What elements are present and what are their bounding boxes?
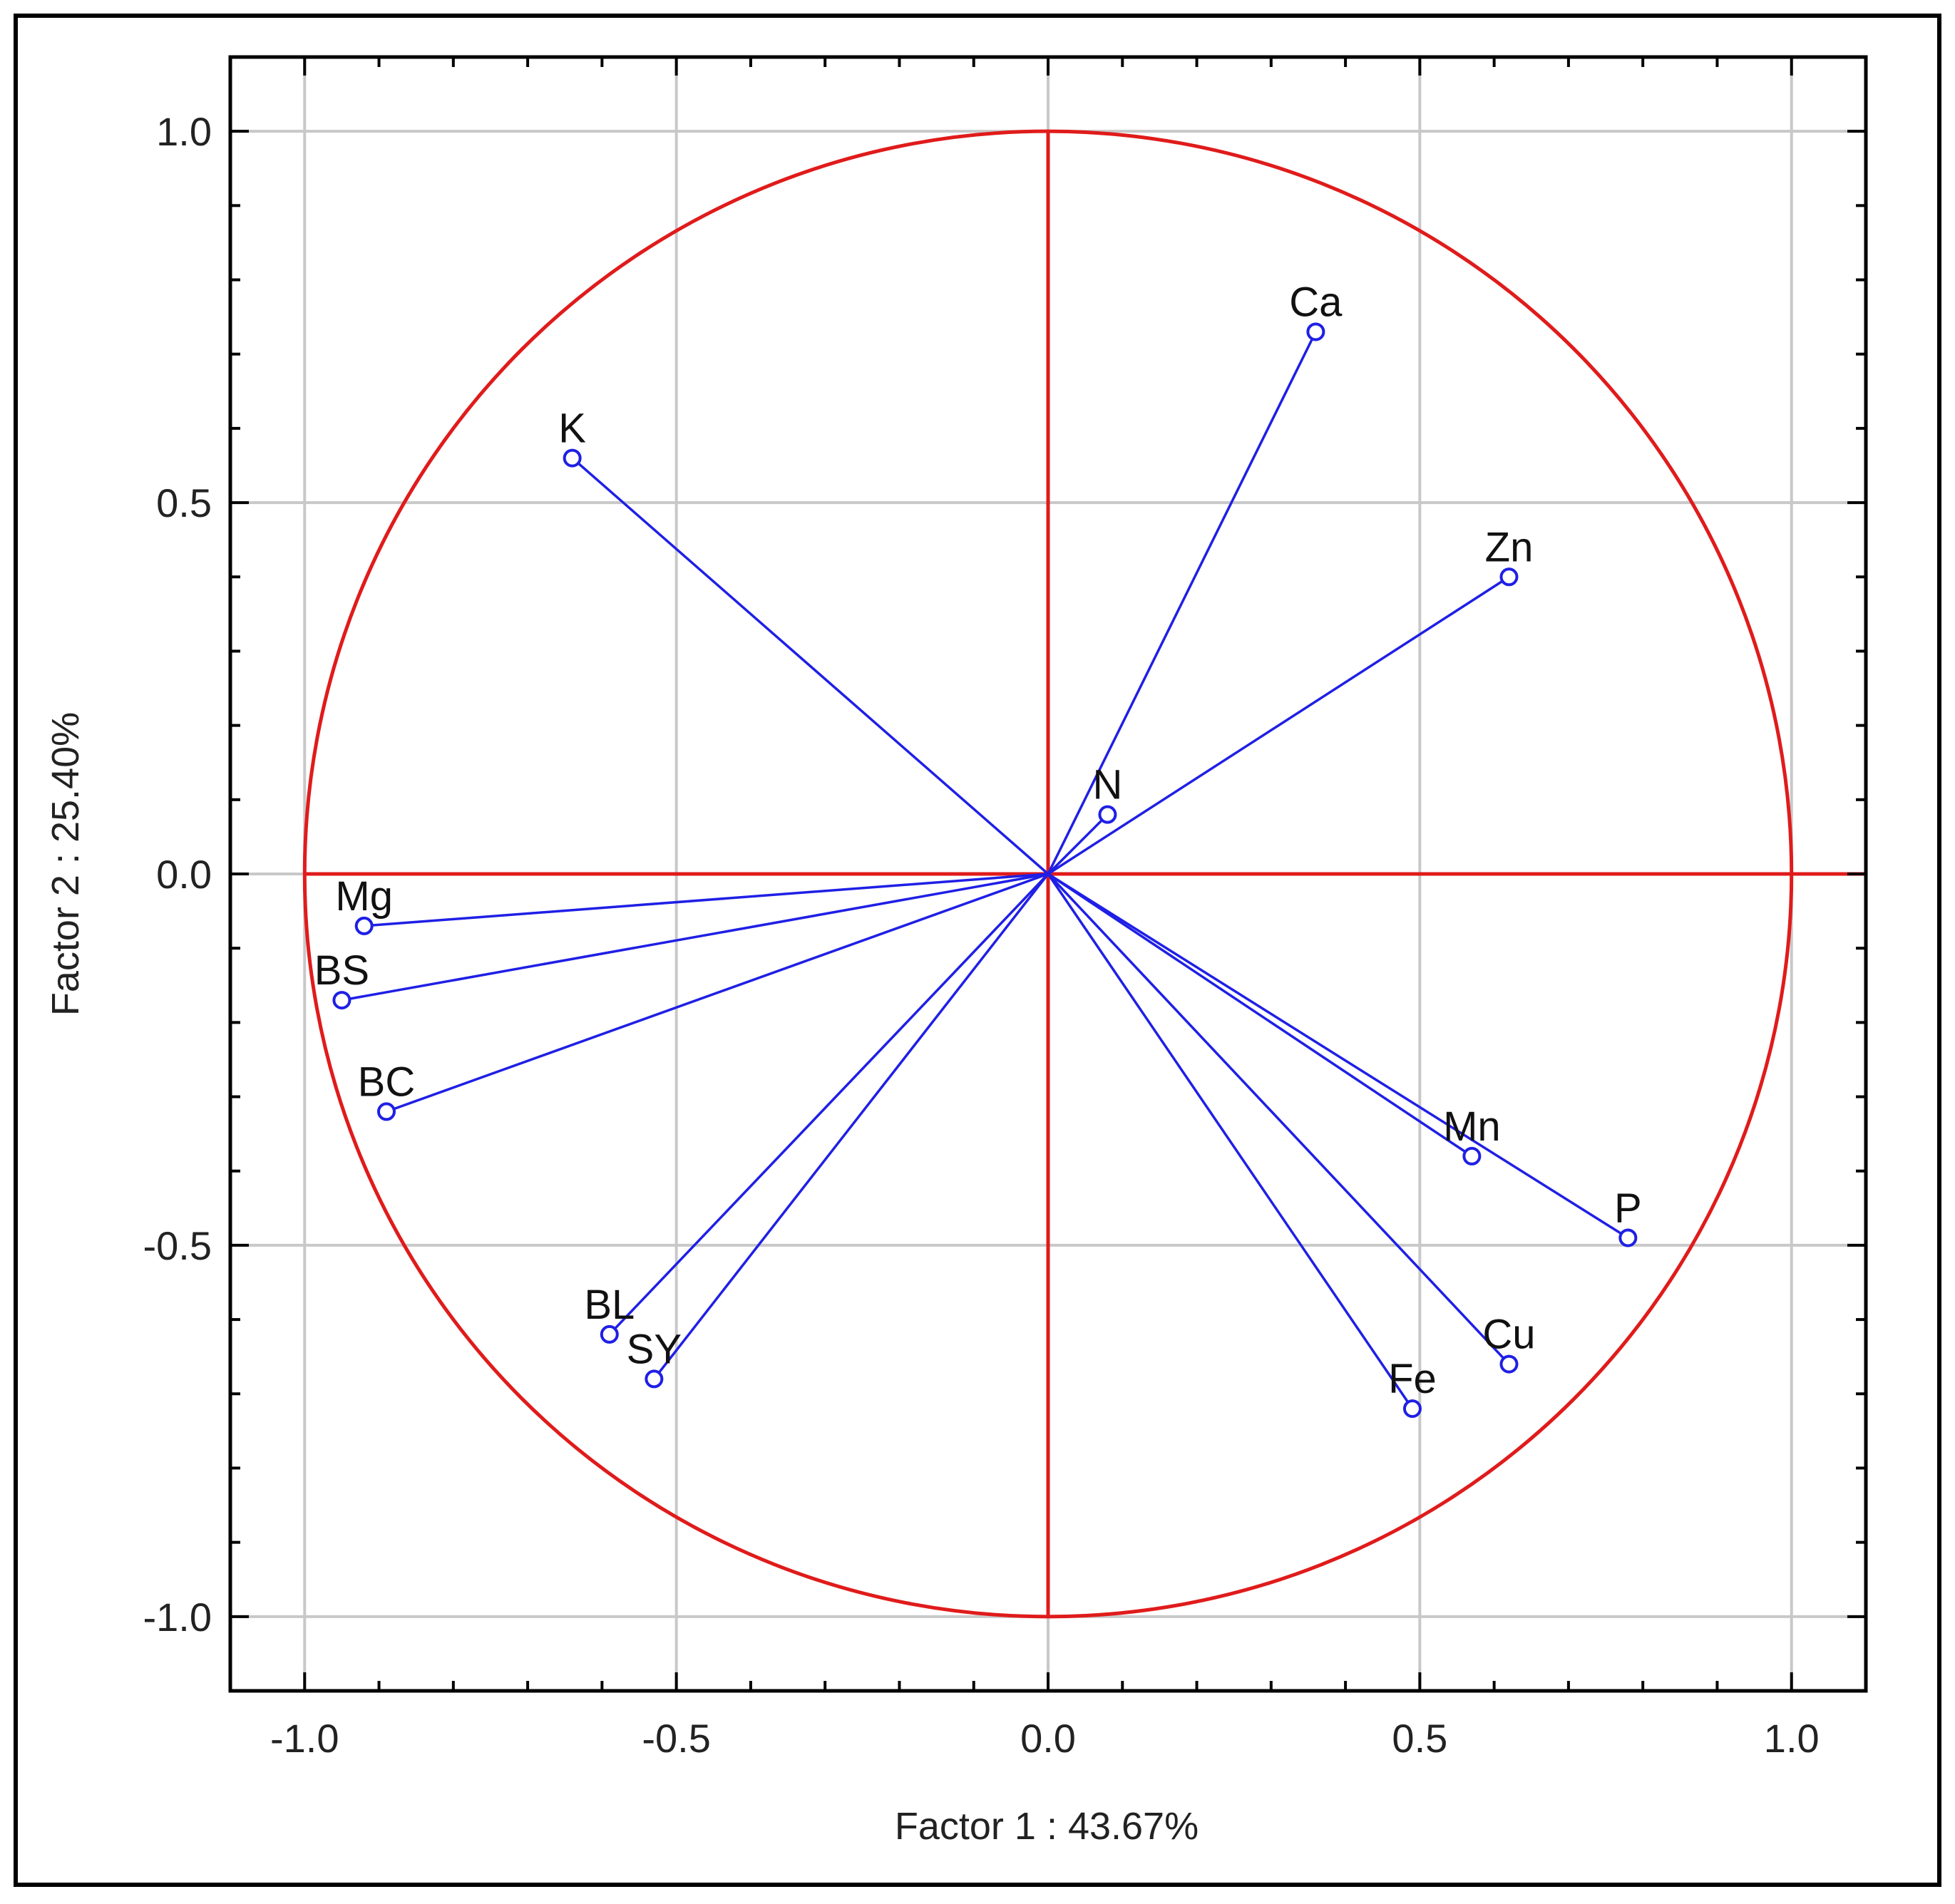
- ticks-layer: -1.0 -0.5 0.0 0.5 1.0 -1.0 -0.5 0.0 0.5 1.0: [143, 57, 1866, 1761]
- loading-point-ca: [1306, 322, 1325, 341]
- x-tick-label: 1.0: [1764, 1716, 1820, 1761]
- point-label-sy: SY: [627, 1326, 682, 1372]
- figure-border: [14, 14, 1941, 1887]
- loading-vector-bc: [386, 873, 1049, 1113]
- point-label-cu: Cu: [1482, 1312, 1535, 1358]
- loading-point-p: [1618, 1228, 1638, 1247]
- loading-vector-n: [1047, 813, 1109, 875]
- loading-point-bs: [332, 991, 352, 1010]
- loading-vector-ca: [1047, 331, 1317, 875]
- loading-point-bc: [376, 1102, 396, 1121]
- loading-vector-p: [1047, 873, 1629, 1239]
- x-tick-label: -0.5: [642, 1716, 711, 1761]
- x-tick-label: 0.5: [1392, 1716, 1447, 1761]
- x-tick-label: -1.0: [270, 1716, 339, 1761]
- point-label-n: N: [1092, 762, 1122, 808]
- loading-point-n: [1098, 805, 1117, 824]
- x-tick-label: 0.0: [1020, 1716, 1076, 1761]
- loading-point-fe: [1402, 1399, 1422, 1419]
- y-tick-label: -1.0: [143, 1595, 212, 1640]
- y-tick-label: 1.0: [156, 109, 212, 154]
- point-label-bs: BS: [314, 947, 369, 994]
- loading-vector-mn: [1047, 873, 1473, 1158]
- y-tick-label: 0.0: [156, 852, 212, 897]
- loading-vector-bs: [342, 873, 1049, 1002]
- y-tick-label: -0.5: [143, 1223, 212, 1268]
- loading-point-bl: [600, 1324, 619, 1344]
- loading-point-k: [563, 448, 582, 468]
- loading-vector-sy: [652, 873, 1050, 1380]
- loading-vector-mg: [364, 873, 1049, 927]
- vectors-layer: [332, 322, 1638, 1419]
- loading-point-zn: [1499, 567, 1519, 587]
- loading-vector-cu: [1047, 873, 1510, 1365]
- loading-point-sy: [645, 1369, 664, 1389]
- point-label-mn: Mn: [1443, 1103, 1501, 1150]
- point-label-k: K: [558, 406, 586, 452]
- loading-point-cu: [1499, 1354, 1519, 1374]
- circle-layer: [302, 129, 1866, 1619]
- point-label-fe: Fe: [1388, 1356, 1437, 1402]
- x-axis-title: Factor 1 : 43.67%: [895, 1805, 1199, 1848]
- point-label-ca: Ca: [1289, 279, 1343, 325]
- point-label-p: P: [1614, 1185, 1642, 1231]
- loading-vector-k: [571, 457, 1050, 875]
- y-tick-label: 0.5: [156, 480, 212, 525]
- point-label-mg: Mg: [335, 873, 393, 920]
- point-label-bl: BL: [584, 1282, 635, 1328]
- y-axis-title: Factor 2 : 25.40%: [44, 712, 87, 1016]
- loading-vector-fe: [1047, 873, 1414, 1410]
- loading-vector-zn: [1047, 575, 1510, 875]
- point-label-bc: BC: [358, 1059, 416, 1105]
- point-label-zn: Zn: [1485, 524, 1534, 570]
- loading-point-mn: [1462, 1146, 1482, 1165]
- loading-vector-bl: [608, 873, 1050, 1336]
- loading-point-mg: [354, 916, 374, 935]
